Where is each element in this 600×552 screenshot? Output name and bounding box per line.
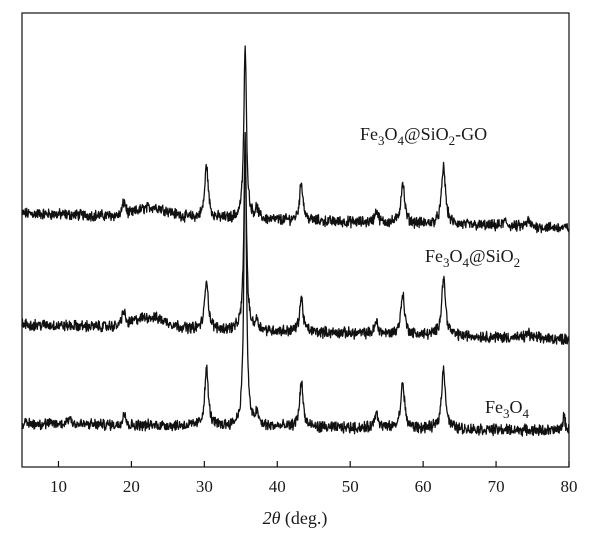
series-label-part: 3 (443, 255, 450, 270)
series-line-1 (21, 150, 570, 345)
x-tick-label-30: 30 (196, 477, 213, 496)
series-label-0: Fe3O4@SiO2-GO (360, 124, 487, 148)
series-label-1: Fe3O4@SiO2 (425, 246, 520, 270)
series-label-part: Fe (425, 246, 443, 266)
series-label-part: 2 (449, 133, 456, 148)
series-label-part: Fe (360, 124, 378, 144)
series-lines (21, 45, 570, 437)
series-label-part: 3 (378, 133, 385, 148)
series-label-part: @SiO (404, 124, 449, 144)
series-label-part: O (510, 397, 523, 417)
series-label-2: Fe3O4 (485, 397, 530, 421)
series-label-part: 3 (503, 406, 510, 421)
series-label-part: 2 (514, 255, 521, 270)
x-tick-label-80: 80 (561, 477, 578, 496)
x-tick-label-20: 20 (123, 477, 140, 496)
series-label-part: O (385, 124, 398, 144)
series-label-part: 4 (463, 255, 470, 270)
x-tick-label-50: 50 (342, 477, 359, 496)
series-label-part: -GO (455, 124, 487, 144)
series-label-part: Fe (485, 397, 503, 417)
x-axis-tick-labels: 10 20 30 40 50 60 70 80 (50, 477, 578, 496)
x-tick-label-10: 10 (50, 477, 67, 496)
x-axis-label: 2θ (deg.) (263, 508, 328, 529)
series-label-part: O (450, 246, 463, 266)
series-label-part: 4 (398, 133, 405, 148)
x-axis-label-unit: (deg.) (280, 508, 327, 529)
series-line-2 (21, 131, 570, 437)
x-tick-label-70: 70 (488, 477, 505, 496)
x-tick-label-40: 40 (269, 477, 286, 496)
x-axis-ticks (57, 461, 570, 467)
x-tick-label-60: 60 (415, 477, 432, 496)
series-line-0 (21, 45, 570, 234)
plot-frame (21, 12, 570, 468)
x-axis-label-symbol: 2θ (263, 508, 281, 528)
series-label-part: @SiO (469, 246, 514, 266)
series-label-part: 4 (523, 406, 530, 421)
